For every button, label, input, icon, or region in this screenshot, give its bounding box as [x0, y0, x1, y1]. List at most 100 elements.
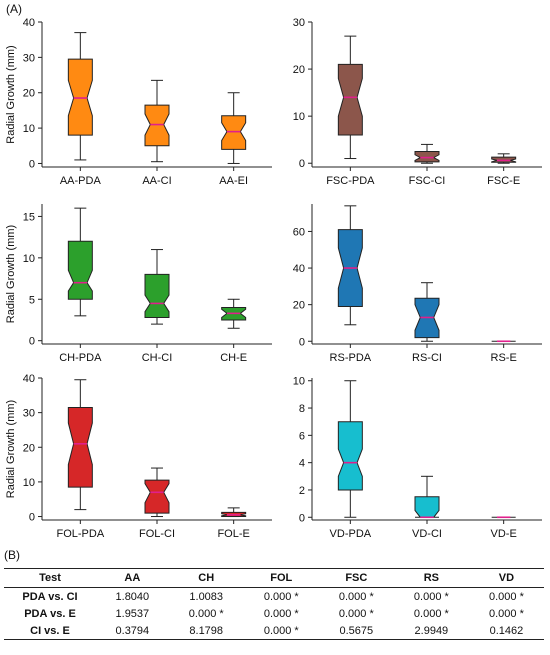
table-header-cell: CH [168, 568, 244, 588]
y-tick-label: 30 [293, 17, 305, 29]
y-tick-label: 0 [299, 336, 305, 348]
table-cell: 0.000 * [263, 590, 299, 603]
y-tick-label: 40 [23, 373, 35, 385]
table-cell: 0.000 * [338, 590, 374, 603]
y-tick-label: 40 [293, 263, 305, 275]
y-tick-label: 0 [299, 158, 305, 170]
box-ch-e [221, 298, 247, 329]
x-tick-label: CH-PDA [59, 352, 102, 364]
y-tick-label: 0 [29, 512, 35, 524]
chart-rs: 0 20 40 60 RS-PDA RS-CI RS-E [293, 204, 542, 364]
y-tick-label: 15 [23, 211, 35, 223]
box-body [221, 115, 247, 150]
chart-ch: 0 5 10 15 Radial Growth (mm) CH-PDA CH-CI CH-E [5, 204, 272, 364]
table-header-cell: VD [468, 568, 544, 588]
y-tick-label: 4 [299, 458, 305, 470]
x-tick-label: AA-PDA [60, 175, 102, 187]
chart-vd: 0 2 4 6 8 10 VD-PDA VD-CI VD-E [293, 376, 542, 540]
x-tick-label: FOL-E [217, 528, 249, 540]
table-header-cell: RS [393, 568, 469, 588]
x-tick-label: RS-CI [412, 352, 442, 364]
y-axis-label: Radial Growth (mm) [5, 400, 17, 498]
table-cell: 0.000 * [489, 607, 524, 620]
table-cell: 0.5675 [318, 622, 394, 640]
chart-fsc: 0 10 20 30 FSC-PDA FSC-CI FSC-E [293, 17, 542, 187]
box-fsc-ci [414, 143, 440, 164]
y-tick-label: 0 [299, 512, 305, 524]
y-tick-label: 10 [23, 253, 35, 265]
table-cell: 0.000 * [263, 607, 299, 620]
y-tick-label: 30 [23, 52, 35, 64]
y-axis-label: Radial Growth (mm) [5, 45, 17, 143]
x-tick-label: FOL-PDA [56, 528, 104, 540]
y-tick-label: 40 [23, 17, 35, 29]
box-body [414, 150, 440, 163]
y-tick-label: 10 [23, 477, 35, 489]
table-header-cell: AA [96, 568, 169, 588]
box-vd-pda [337, 380, 363, 518]
x-tick-label: FSC-CI [409, 175, 446, 187]
table-cell: 0.3794 [96, 622, 169, 640]
x-tick-label: RS-PDA [330, 352, 372, 364]
y-tick-label: 20 [293, 300, 305, 312]
table-cell: 1.0083 [189, 590, 224, 603]
stats-table: Test AA CH FOL FSC RS VD PDA vs. CI 1.8040 1.008… [4, 568, 544, 640]
table-cell: PDA vs. E [24, 607, 76, 620]
x-tick-label: VD-CI [412, 528, 442, 540]
box-body [67, 406, 93, 488]
table-header-cell: FSC [318, 568, 394, 588]
table-row: PDA vs. E 1.9537 0.000 * 0.000 * 0.000 * 0.00… [4, 605, 544, 622]
box-body [337, 63, 363, 136]
x-tick-label: FSC-E [487, 175, 520, 187]
y-tick-label: 30 [23, 408, 35, 420]
x-tick-label: FSC-PDA [326, 175, 375, 187]
box-fol-pda [67, 379, 93, 511]
table-cell: CI vs. E [4, 622, 96, 640]
box-body [144, 273, 170, 318]
x-tick-label: VD-E [491, 528, 517, 540]
table-cell: 0.000 * [413, 590, 449, 603]
box-fsc-pda [337, 35, 363, 160]
y-tick-label: 10 [23, 123, 35, 135]
table-cell: PDA vs. CI [22, 590, 78, 603]
table-cell: 0.000 * [338, 607, 374, 620]
x-tick-label: FOL-CI [139, 528, 175, 540]
chart-fol: 0 10 20 30 40 Radial Growth (mm) FOL-PDA FOL-CI… [5, 373, 272, 540]
x-tick-label: AA-EI [219, 175, 248, 187]
table-cell: 8.1798 [168, 622, 244, 640]
panel-a: (A) 0 10 20 30 40 Radial Growth (mm) AA-PDA AA-C… [5, 2, 542, 540]
box-ch-pda [67, 207, 93, 317]
table-header-cell: Test [4, 568, 96, 588]
table-header-cell: FOL [243, 568, 319, 588]
table-row: CI vs. E 0.3794 8.1798 0.000 * 0.5675 2.9949 0… [4, 622, 544, 640]
y-tick-label: 2 [299, 485, 305, 497]
table-header-row: Test AA CH FOL FSC RS VD [4, 568, 544, 588]
y-tick-label: 20 [23, 442, 35, 454]
table-row: PDA vs. CI 1.8040 1.0083 0.000 * 0.000 * 0.00… [4, 588, 544, 606]
y-tick-label: 8 [299, 403, 305, 415]
box-body [337, 421, 363, 491]
x-tick-label: VD-PDA [330, 528, 372, 540]
y-tick-label: 6 [299, 430, 305, 442]
box-aa-ei [221, 92, 247, 164]
table-cell: 0.1462 [468, 622, 544, 640]
y-tick-label: 5 [29, 294, 35, 306]
box-aa-ci [144, 79, 170, 163]
panel-a-label: (A) [6, 2, 22, 16]
y-tick-label: 10 [293, 111, 305, 123]
box-body [144, 104, 170, 147]
y-tick-label: 20 [23, 88, 35, 100]
panel-b-label: (B) [4, 548, 20, 562]
table-cell: 0.000 * [188, 607, 224, 620]
x-tick-label: AA-CI [142, 175, 171, 187]
chart-aa: 0 10 20 30 40 Radial Growth (mm) AA-PDA AA-CI AA… [5, 17, 272, 187]
box-body [67, 58, 93, 136]
y-tick-label: 0 [29, 158, 35, 170]
table-cell: 1.8040 [115, 590, 150, 603]
box-fol-e [221, 507, 247, 518]
box-rs-ci [414, 282, 440, 342]
box-body [144, 479, 170, 514]
table-cell: 0.000 * [413, 607, 449, 620]
box-rs-pda [337, 205, 363, 326]
